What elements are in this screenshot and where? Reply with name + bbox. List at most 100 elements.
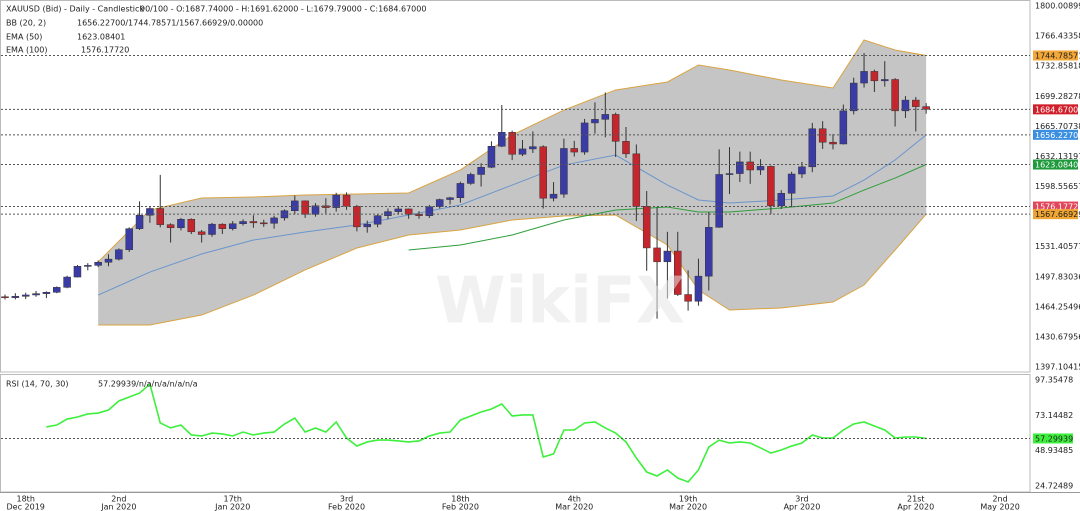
candle-body: [560, 148, 568, 195]
candle-body: [218, 223, 227, 229]
level-badge: [1033, 209, 1078, 220]
price-panel: [0, 0, 1031, 373]
y-tick-label: 1800.00899: [1035, 2, 1080, 11]
y-tick-label: 1699.28278: [1035, 92, 1080, 101]
candle-body: [384, 211, 392, 216]
level-label: 1684.67000: [1035, 105, 1080, 114]
candle-body: [146, 208, 154, 216]
candle-body: [239, 221, 247, 224]
overlay: 1744.78571 1684.67000 1656.22700 1623.08401…: [1, 50, 1080, 444]
candle-body: [601, 114, 610, 120]
candle-body: [611, 114, 620, 142]
candle-body: [632, 153, 641, 207]
y-tick-label: 1397.10415: [1035, 363, 1080, 372]
level-badge: [1033, 50, 1078, 61]
candle-body: [363, 223, 371, 228]
candle-body: [156, 208, 164, 225]
candle-body: [332, 194, 340, 208]
candle-body: [32, 293, 40, 296]
level-badge: [1033, 159, 1078, 170]
x-tick-label: 3rd: [795, 495, 808, 504]
x-tick-label: 18th: [451, 495, 469, 504]
candle-body: [125, 228, 133, 250]
candle-body: [849, 82, 858, 112]
candle-body: [104, 258, 113, 263]
candle-body: [705, 227, 713, 277]
y-tick-label: 1598.55657: [1035, 182, 1080, 191]
level-label: 1744.78571: [1035, 51, 1080, 60]
ema-line: [408, 164, 927, 251]
rsi-line: [46, 382, 927, 483]
y-tick-label: 73.14482: [1035, 411, 1073, 420]
indicator-readout: 1656.22700/1744.78571/1567.66929/0.00000: [77, 19, 263, 28]
indicator-name: BB (20, 2): [6, 19, 46, 28]
candle-body: [684, 294, 692, 302]
x-tick-label: 2nd: [992, 495, 1007, 504]
y-tick-label: 24.72489: [1035, 482, 1073, 491]
candle-body: [249, 221, 258, 224]
rsi-title: RSI (14, 70, 30): [6, 380, 69, 389]
y-tick-label: 1497.83036: [1035, 272, 1080, 281]
candle-body: [166, 224, 175, 229]
band-lower: [98, 213, 927, 326]
candle-body: [63, 276, 71, 288]
candle-body: [291, 200, 299, 211]
y-tick-label: 1766.43358: [1035, 32, 1080, 41]
candle-body: [301, 200, 309, 215]
candle-body: [881, 79, 889, 82]
x-tick-label: 21st: [907, 495, 924, 504]
y-tick-label: 1632.13197: [1035, 152, 1080, 161]
y-tick-label: 1531.40577: [1035, 242, 1080, 251]
x-tick-label: May 2020: [980, 503, 1019, 511]
candle-body: [197, 231, 206, 235]
candle-body: [912, 99, 920, 107]
x-tick-label: Feb 2020: [442, 503, 479, 511]
ohlc-readout: 90/100 - O:1687.74000 - H:1691.62000 - L…: [140, 5, 426, 14]
x-tick-label: Dec 2019: [7, 503, 45, 511]
candle-body: [591, 119, 599, 124]
y-tick-label: 1732.85818: [1035, 62, 1080, 71]
candle-body: [477, 167, 485, 175]
band-upper: [97, 39, 927, 263]
candle-body: [394, 208, 403, 212]
candle-body: [870, 71, 879, 82]
candle-body: [529, 146, 537, 150]
candle-body: [736, 161, 744, 174]
candle-body: [11, 296, 20, 298]
candle-body: [73, 266, 82, 278]
candle-body: [1, 296, 9, 299]
candle-body: [187, 219, 196, 233]
candle-body: [373, 215, 382, 225]
candle-body: [570, 148, 578, 153]
level-label: 1576.17720: [1035, 203, 1080, 212]
y-tick-label: 48.93485: [1035, 446, 1073, 455]
candle-body: [508, 132, 516, 155]
y-tick-label: 1665.70738: [1035, 122, 1080, 131]
indicator-readout: 1576.17720: [81, 46, 129, 55]
candle-body: [860, 71, 868, 84]
level-label: 57.29939: [1035, 434, 1073, 443]
level-badge: [1033, 129, 1078, 140]
watermark: WikiFX: [435, 265, 685, 339]
candle-body: [467, 174, 475, 184]
candle-body: [260, 222, 268, 225]
candle-body: [891, 79, 899, 112]
candle-body: [498, 132, 506, 147]
candle-body: [518, 148, 527, 155]
x-tick-label: Mar 2020: [669, 503, 707, 511]
chart-title: XAUUSD (Bid) - Daily - Candlestick: [6, 5, 144, 14]
candle-body: [674, 250, 682, 295]
candle-body: [798, 166, 806, 175]
x-tick-label: 17th: [224, 495, 242, 504]
x-tick-label: 2nd: [111, 495, 126, 504]
candle-body: [84, 265, 92, 267]
level-badge: [1033, 104, 1078, 115]
candle-body: [580, 122, 589, 153]
candle-body: [725, 173, 734, 175]
candle-body: [756, 166, 765, 171]
x-tick-label: Apr 2020: [784, 503, 821, 511]
indicator-name: EMA (100): [6, 46, 47, 55]
candle-body: [311, 205, 320, 215]
band-fill: [98, 39, 927, 325]
